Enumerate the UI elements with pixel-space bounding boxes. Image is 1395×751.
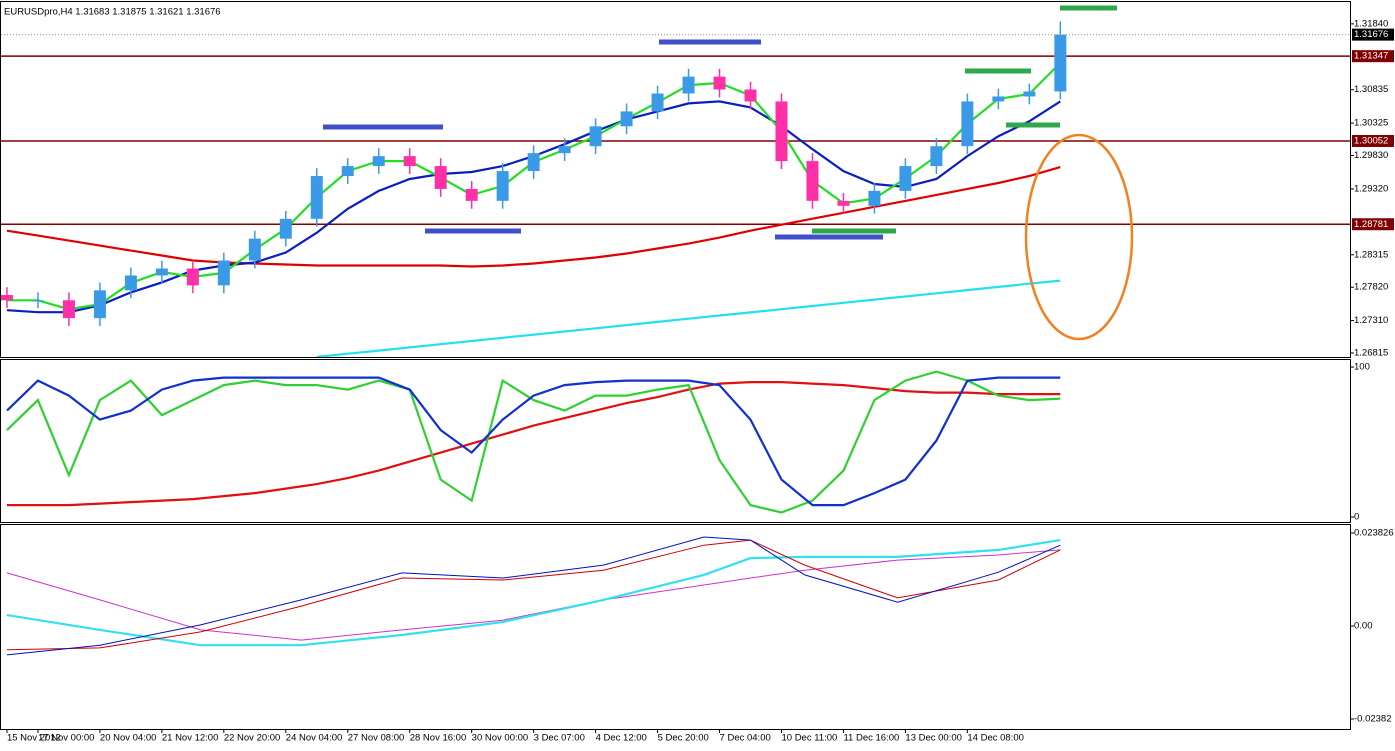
x-tick-label: 10 Dec 11:00 (781, 733, 837, 744)
candle-body (434, 166, 447, 189)
candle-body (930, 146, 943, 167)
y-tick-label: 1.29830 (1354, 150, 1388, 161)
y-tick-label: 0.023826 (1354, 528, 1394, 539)
candle-body (620, 111, 633, 127)
macd-plot (6, 536, 1061, 656)
y-tick-label: 1.27820 (1354, 282, 1388, 293)
candle-body (806, 161, 819, 201)
level-label: 1.28781 (1354, 219, 1388, 230)
y-tick-label: -0.02382 (1354, 714, 1392, 725)
chart-title: EURUSDpro,H4 1.31683 1.31875 1.31621 1.3… (4, 7, 221, 18)
candle-body (992, 96, 1005, 102)
x-tick-label: 20 Nov 04:00 (100, 733, 157, 744)
candle-body (217, 260, 230, 286)
series-line (6, 536, 1061, 656)
x-tick-label: 30 Nov 00:00 (472, 733, 529, 744)
series-line (6, 166, 1061, 268)
x-tick-label: 22 Nov 20:00 (224, 733, 281, 744)
candle-body (465, 188, 478, 201)
candle-body (279, 218, 292, 239)
y-tick-label: 1.28315 (1354, 249, 1388, 260)
level-label: 1.30052 (1354, 136, 1388, 147)
candle-body (899, 166, 912, 191)
candle-body (31, 300, 44, 302)
candle-body (868, 190, 881, 206)
candle-body (341, 166, 354, 177)
x-tick-label: 14 Dec 08:00 (967, 733, 1024, 744)
series-line (6, 370, 1061, 514)
main-panel (0, 1, 1351, 358)
candle-body (1054, 34, 1067, 92)
candle-body (651, 93, 664, 112)
candle-body (589, 126, 602, 147)
candle-body (496, 171, 509, 201)
level-label: 1.31347 (1354, 51, 1388, 62)
x-tick-label: 3 Dec 07:00 (534, 733, 585, 744)
x-tick-label: 28 Nov 16:00 (410, 733, 467, 744)
candle-body (372, 156, 385, 167)
x-tick-label: 15 Nov 2012 (7, 733, 61, 744)
candle-body (682, 76, 695, 94)
candle-body (1023, 91, 1036, 97)
last-price-label: 1.31676 (1354, 29, 1388, 40)
candle-body (1, 295, 13, 301)
x-tick-label: 24 Nov 04:00 (286, 733, 343, 744)
candle-body (837, 200, 850, 206)
x-tick-label: 27 Nov 08:00 (348, 733, 405, 744)
y-tick-label: 1.30325 (1354, 118, 1388, 129)
candle-body (62, 300, 75, 319)
y-tick-label: 1.30835 (1354, 84, 1388, 95)
y-tick-label: 0 (1354, 512, 1359, 523)
candle-body (124, 275, 137, 291)
candle-body (527, 153, 540, 172)
level-label-box (1352, 134, 1394, 147)
candle-body (775, 101, 788, 162)
x-tick-label: 17 Nov 00:00 (38, 733, 95, 744)
candle-body (155, 268, 168, 276)
candle-body (403, 156, 416, 167)
drawn-ellipse (1024, 133, 1134, 341)
y-tick-label: 1.27310 (1354, 315, 1388, 326)
series-line (7, 381, 1061, 507)
level-label-box (1352, 50, 1394, 63)
candle-body (310, 176, 323, 219)
series-line (316, 279, 1061, 357)
candle-body (961, 101, 974, 147)
candle-body (186, 268, 199, 286)
y-tick-label: 100 (1354, 362, 1370, 373)
candle-body (744, 89, 757, 102)
candle-body (93, 290, 106, 319)
y-tick-label: 1.29320 (1354, 183, 1388, 194)
last-price-box (1352, 28, 1394, 41)
candle-body (558, 146, 571, 154)
main-plot (1, 21, 1350, 357)
y-tick-label: 1.31840 (1354, 18, 1388, 29)
drawing-objects (323, 5, 1134, 341)
x-tick-label: 4 Dec 12:00 (596, 733, 647, 744)
series-line (6, 539, 1061, 651)
x-tick-label: 11 Dec 16:00 (843, 733, 899, 744)
x-tick-label: 5 Dec 20:00 (658, 733, 709, 744)
y-tick-label: 0.00 (1354, 621, 1373, 632)
macd-panel (0, 524, 1351, 730)
x-tick-label: 21 Nov 12:00 (162, 733, 219, 744)
candle-body (248, 238, 261, 261)
y-tick-label: 1.26815 (1354, 348, 1388, 359)
x-tick-label: 7 Dec 04:00 (720, 733, 771, 744)
oscillator-plot (6, 370, 1061, 514)
candle-body (713, 76, 726, 90)
x-tick-label: 13 Dec 00:00 (905, 733, 962, 744)
level-label-box (1352, 218, 1394, 231)
series-line (6, 539, 1061, 647)
series-line (6, 376, 1061, 507)
